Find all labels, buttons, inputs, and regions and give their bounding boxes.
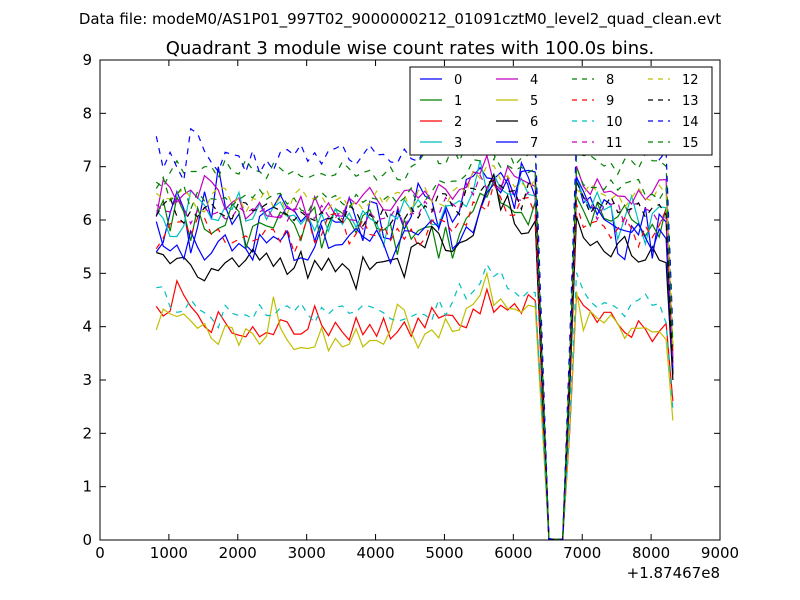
y-tick-label: 0 [82,531,92,549]
x-tick-label: 6000 [494,544,532,562]
legend-label-5: 5 [530,94,538,109]
y-tick-label: 8 [82,104,92,122]
plot-frame [99,59,721,541]
series-line-2 [155,278,674,540]
y-tick-label: 3 [82,371,92,389]
series-line-9 [155,181,674,540]
plot-area [155,99,674,540]
legend-label-9: 9 [606,94,614,109]
y-tick-label: 5 [82,264,92,282]
x-tick-label: 5000 [425,544,463,562]
series-line-14 [155,108,674,540]
x-offset-label: +1.87467e8 [627,564,720,582]
legend-label-14: 14 [682,115,699,130]
chart-suptitle: Data file: modeM0/AS1P01_997T02_90000002… [79,10,721,29]
x-tick-label: 1000 [150,544,188,562]
legend-box [409,66,713,156]
legend-label-6: 6 [530,115,538,130]
legend-label-11: 11 [606,136,623,151]
chart-title: Quadrant 3 module wise count rates with … [166,38,655,59]
legend-label-13: 13 [682,94,699,109]
series-line-8 [155,116,674,540]
axis-ticks: 0 1000 2000 3000 4000 5000 6000 7000 8000 9000012… [82,51,739,562]
series-line-1 [155,178,674,540]
x-tick-label: 4000 [356,544,394,562]
series-line-4 [155,153,674,540]
legend-label-0: 0 [454,73,462,88]
x-tick-label: 9000 [701,544,739,562]
legend-label-1: 1 [454,94,462,109]
series-line-5 [155,270,674,540]
legend-label-2: 2 [454,115,462,130]
series-line-15 [155,99,674,540]
y-tick-label: 4 [82,318,92,336]
legend-label-3: 3 [454,136,462,151]
legend-label-15: 15 [682,136,699,151]
series-line-10 [156,262,674,540]
x-tick-label: 0 [95,544,105,562]
y-tick-label: 2 [82,424,92,442]
y-tick-label: 7 [82,158,92,176]
y-tick-label: 6 [82,211,92,229]
series-line-13 [155,178,674,540]
legend-label-7: 7 [530,136,538,151]
series-line-7 [155,169,674,540]
legend-label-10: 10 [606,115,623,130]
legend-label-12: 12 [682,73,699,88]
legend-label-4: 4 [530,73,538,88]
series-line-12 [155,164,674,540]
series-line-6 [156,172,674,540]
y-tick-label: 9 [82,51,92,69]
y-tick-label: 1 [82,478,92,496]
series-line-3 [155,160,674,540]
legend-label-8: 8 [606,73,614,88]
x-tick-label: 8000 [632,544,670,562]
series-line-0 [155,160,674,540]
x-tick-label: 7000 [563,544,601,562]
series-line-11 [155,173,674,540]
x-tick-label: 3000 [288,544,326,562]
x-tick-label: 2000 [219,544,257,562]
